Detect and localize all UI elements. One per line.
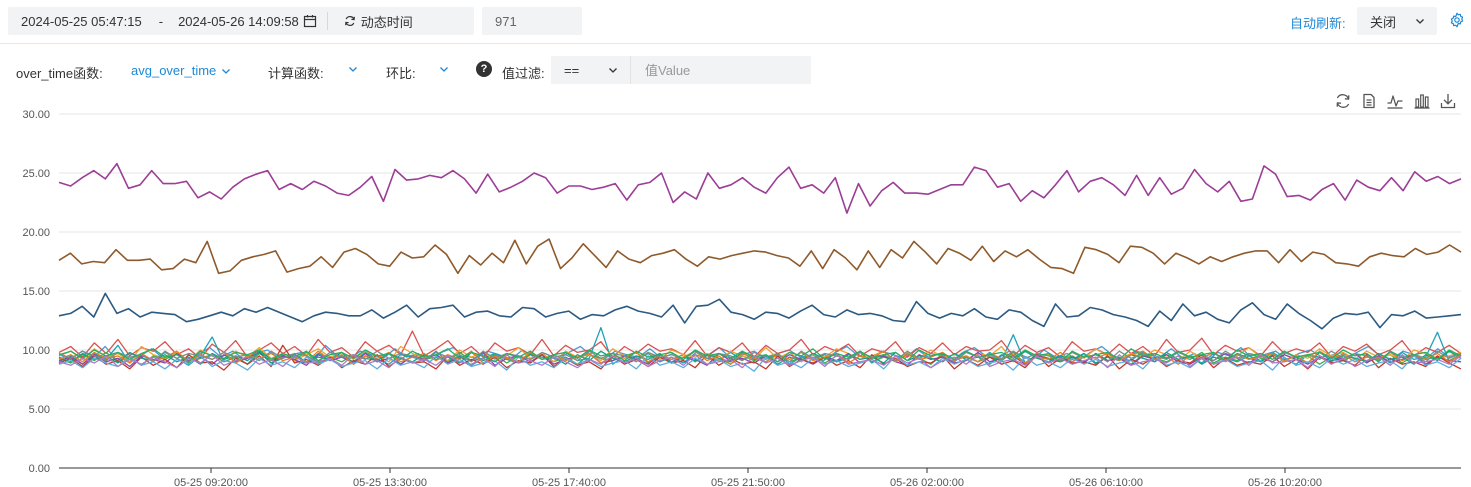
series-line	[58, 344, 1462, 363]
series-line	[58, 355, 1462, 372]
series-line	[58, 345, 1462, 363]
calc-function-label: 计算函数:	[268, 66, 324, 81]
series-line	[58, 351, 1462, 366]
series-line	[58, 344, 1462, 371]
operator-value: ==	[564, 62, 580, 78]
series-line	[58, 350, 1462, 365]
line-chart-icon[interactable]	[1386, 92, 1404, 110]
time-range-separator: -	[158, 13, 164, 29]
bar-chart-icon[interactable]	[1413, 92, 1431, 110]
x-tick-label: 05-26 02:00:00	[890, 477, 964, 487]
series-line	[58, 350, 1462, 365]
top-toolbar: 2024-05-25 05:47:15 - 2024-05-26 14:09:5…	[0, 0, 1471, 44]
sync-icon	[344, 15, 356, 27]
chart-grid	[59, 113, 1461, 410]
value-input[interactable]	[631, 56, 811, 84]
dynamic-time-button[interactable]: 动态时间	[344, 12, 413, 31]
ring-ratio-select[interactable]	[439, 64, 449, 74]
series-line	[58, 326, 1462, 366]
y-tick-label: 0.00	[29, 463, 50, 475]
chevron-down-icon	[1415, 16, 1425, 26]
series-line	[58, 350, 1462, 363]
over-time-label: over_time函数:	[16, 66, 103, 81]
filter-row: over_time函数: avg_over_time 计算函数: 环比: ? 值…	[0, 56, 1471, 84]
series-line	[58, 354, 1462, 369]
calc-function-select[interactable]	[348, 64, 358, 74]
series-line	[58, 162, 1462, 214]
dynamic-time-label: 动态时间	[360, 14, 413, 30]
series-line	[58, 330, 1462, 359]
x-tick-label: 05-25 17:40:00	[532, 477, 606, 487]
chart-series	[58, 162, 1462, 372]
count-input[interactable]	[482, 7, 582, 35]
time-range-picker[interactable]: 2024-05-25 05:47:15 - 2024-05-26 14:09:5…	[8, 7, 474, 35]
time-range-start[interactable]: 2024-05-25 05:47:15	[21, 13, 142, 29]
auto-refresh-value: 关闭	[1370, 14, 1397, 30]
calendar-icon[interactable]	[303, 14, 317, 28]
help-icon[interactable]: ?	[476, 61, 492, 77]
y-tick-label: 25.00	[22, 168, 50, 180]
y-axis: 0.00 5.00 10.00 15.00 20.00 25.00 30.00	[22, 109, 50, 475]
over-time-select[interactable]: avg_over_time	[131, 63, 231, 78]
x-tick-label: 05-25 13:30:00	[353, 477, 427, 487]
gear-icon[interactable]	[1449, 12, 1467, 30]
x-tick-label: 05-26 10:20:00	[1248, 477, 1322, 487]
value-filter-label: 值过滤:	[502, 66, 545, 81]
series-line	[58, 351, 1462, 368]
chevron-down-icon	[608, 65, 618, 75]
series-line	[58, 348, 1462, 363]
y-tick-label: 5.00	[29, 404, 50, 416]
x-tick-label: 05-25 21:50:00	[711, 477, 785, 487]
chevron-down-icon	[439, 64, 449, 74]
y-tick-label: 10.00	[22, 345, 50, 357]
time-range-end[interactable]: 2024-05-26 14:09:58	[178, 13, 299, 29]
ring-ratio-label: 环比:	[386, 66, 416, 81]
refresh-icon[interactable]	[1334, 92, 1352, 110]
chevron-down-icon	[348, 64, 358, 74]
x-tick-label: 05-25 09:20:00	[174, 477, 248, 487]
x-axis: 05-25 09:20:00 05-25 13:30:00 05-25 17:40:…	[59, 467, 1461, 487]
y-tick-label: 20.00	[22, 227, 50, 239]
y-tick-label: 15.00	[22, 286, 50, 298]
download-icon[interactable]	[1439, 92, 1457, 110]
operator-select[interactable]: ==	[551, 56, 631, 84]
over-time-value: avg_over_time	[131, 63, 217, 78]
toolbar-divider	[326, 12, 328, 30]
chevron-down-icon	[221, 66, 231, 76]
auto-refresh-select[interactable]: 关闭	[1357, 7, 1437, 35]
auto-refresh-label: 自动刷新:	[1290, 16, 1346, 31]
x-tick-label: 05-26 06:10:00	[1069, 477, 1143, 487]
data-view-icon[interactable]	[1360, 92, 1378, 110]
series-line	[58, 292, 1462, 330]
series-line	[58, 238, 1462, 275]
y-tick-label: 30.00	[22, 109, 50, 121]
